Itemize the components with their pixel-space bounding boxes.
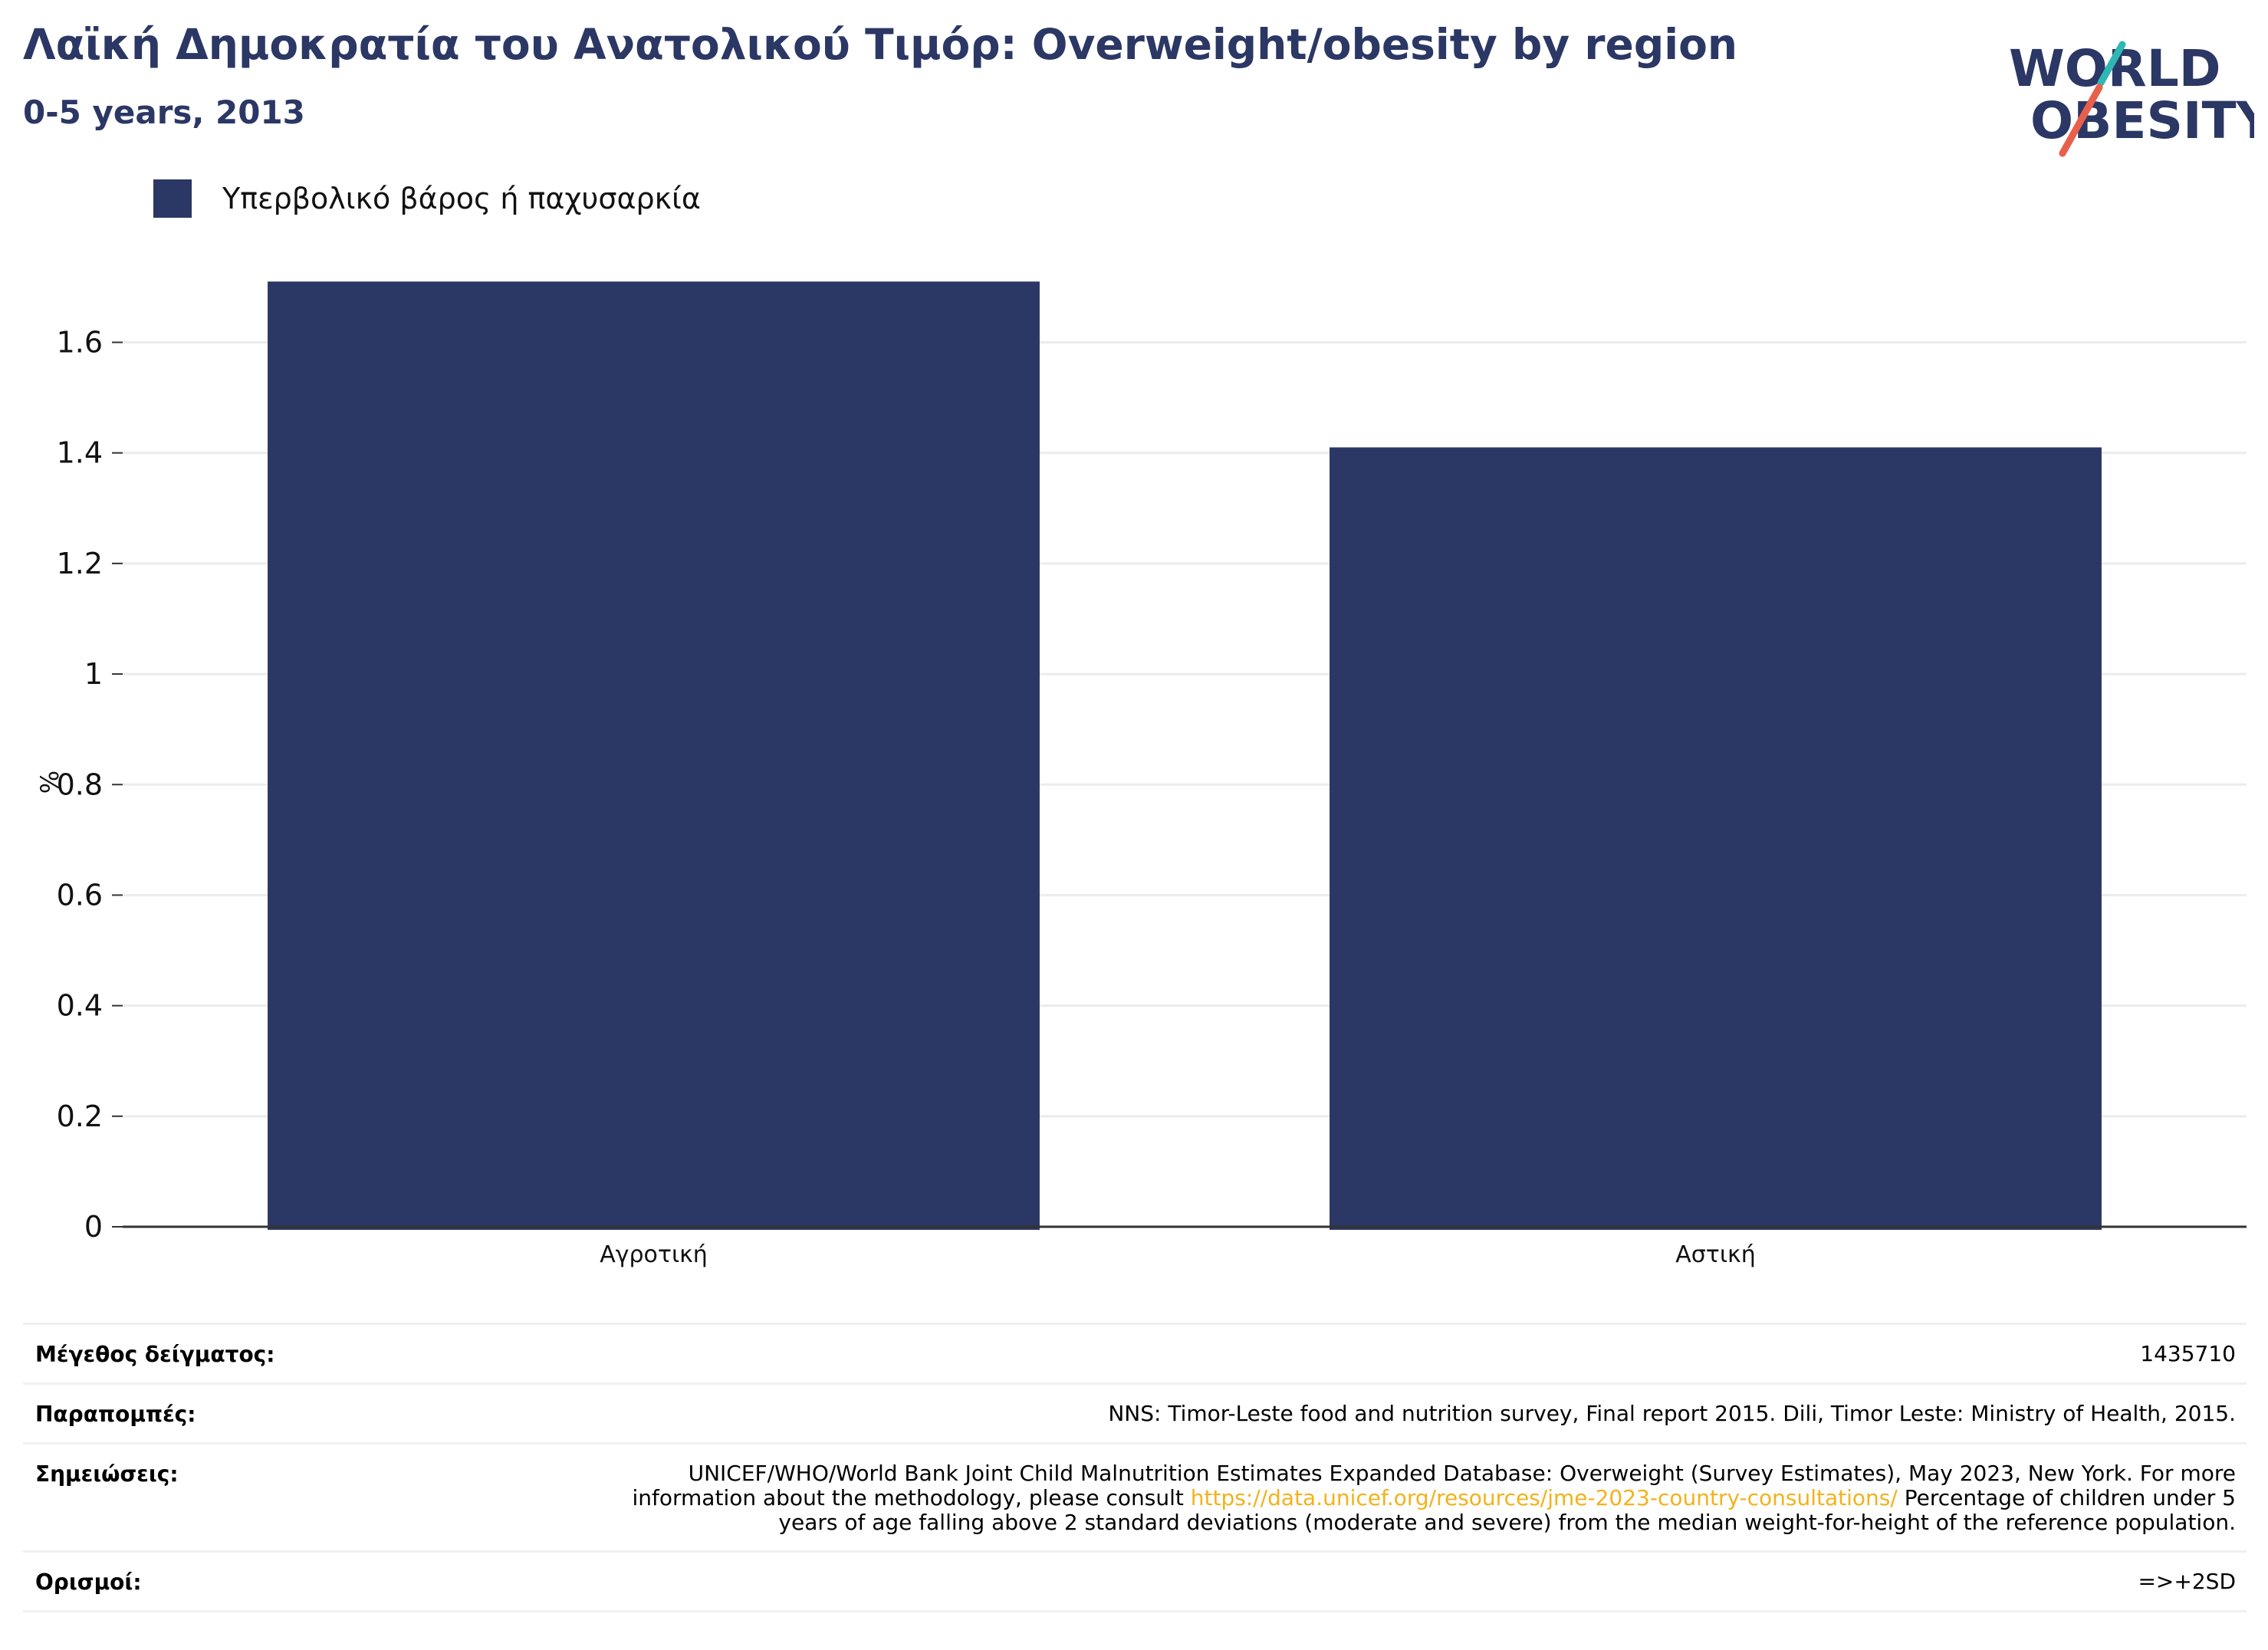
bars (268, 281, 2102, 1231)
definitions-label: Ορισμοί: (35, 1569, 142, 1595)
info-row-sample-size: Μέγεθος δείγματος: 1435710 (23, 1325, 2247, 1385)
info-row-references: Παραπομπές: NNS: Timor-Leste food and nu… (23, 1385, 2247, 1445)
logo-slash-coral (2059, 84, 2103, 157)
y-tick-label: 0.4 (57, 989, 103, 1023)
chart-subtitle: 0-5 years, 2013 (23, 94, 305, 131)
y-tick-label: 1.4 (57, 436, 103, 470)
x-category-label: Αγροτική (600, 1241, 708, 1268)
axes: 0 0.2 0.4 0.6 0.8 1 1.2 1.4 1.6 Αγροτική Αστική (57, 326, 2247, 1268)
y-tick-label: 0.2 (57, 1099, 103, 1133)
notes-link[interactable]: https://data.unicef.org/resources/jme-20… (1190, 1485, 1898, 1510)
notes-label: Σημειώσεις: (35, 1461, 179, 1487)
y-tick-label: 1.2 (57, 547, 103, 580)
sample-size-label: Μέγεθος δείγματος: (35, 1342, 275, 1367)
notes-value: UNICEF/WHO/World Bank Joint Child Malnut… (618, 1461, 2237, 1535)
x-category-label: Αστική (1675, 1241, 1755, 1268)
info-table: Μέγεθος δείγματος: 1435710 Παραπομπές: N… (23, 1323, 2247, 1612)
bar-1 (268, 281, 1040, 1231)
sample-size-value: 1435710 (2140, 1341, 2236, 1366)
logo-word-world: WORLD (2009, 39, 2221, 98)
definitions-value: =>+2SD (2138, 1569, 2236, 1594)
references-value: NNS: Timor-Leste food and nutrition surv… (1108, 1401, 2236, 1426)
bar-2 (1330, 447, 2102, 1230)
legend: Υπερβολικό βάρος ή παχυσαρκία (153, 179, 701, 218)
info-row-definitions: Ορισμοί: =>+2SD (23, 1553, 2247, 1612)
legend-label: Υπερβολικό βάρος ή παχυσαρκία (222, 182, 701, 215)
y-tick-label: 0.8 (57, 767, 103, 801)
legend-swatch (153, 179, 192, 218)
y-tick-label: 1 (84, 657, 103, 691)
bar-chart: 0 0.2 0.4 0.6 0.8 1 1.2 1.4 1.6 Αγροτική Αστική % (35, 281, 2247, 1268)
y-tick-label: 1.6 (57, 326, 103, 360)
logo-slash-teal (2097, 41, 2126, 87)
world-obesity-logo: WORLD OBESITY (2009, 39, 2254, 157)
references-label: Παραπομπές: (35, 1402, 196, 1427)
y-axis-label: % (35, 771, 64, 794)
y-tick-label: 0.6 (57, 878, 103, 912)
chart-title: Λαϊκή Δημοκρατία του Ανατολικού Τιμόρ: O… (23, 20, 1738, 69)
info-row-notes: Σημειώσεις: UNICEF/WHO/World Bank Joint … (23, 1445, 2247, 1553)
y-tick-label: 0 (84, 1210, 103, 1244)
notes-text-after: Percentage of children under 5 years of … (778, 1485, 2236, 1535)
notes-text-before: UNICEF/WHO/World Bank Joint Child Malnut… (632, 1461, 2237, 1510)
